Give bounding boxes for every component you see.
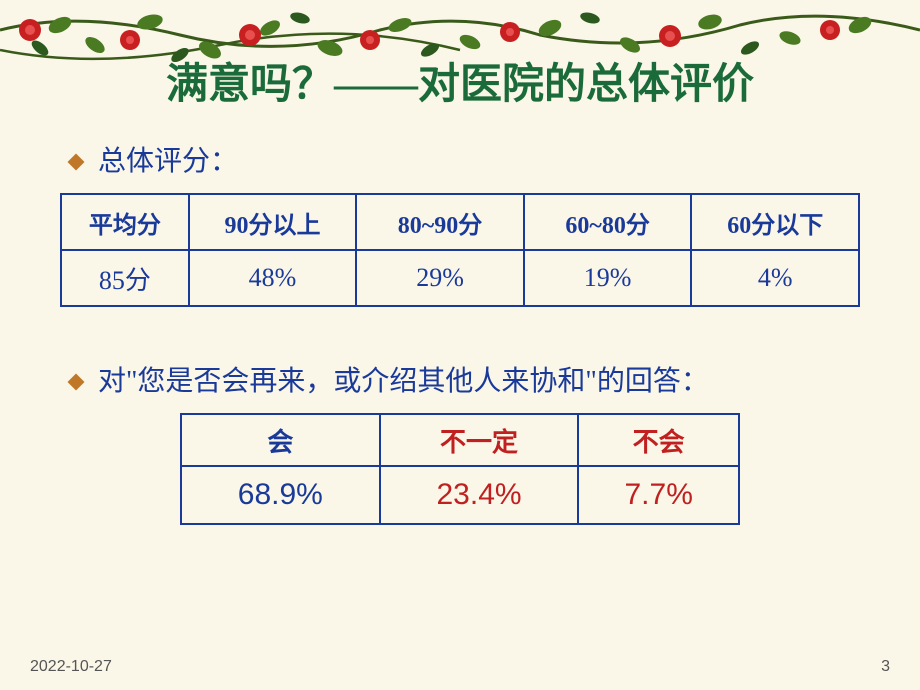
table-cell: 19% [524, 250, 692, 306]
section2-label: 对"您是否会再来，或介绍其他人来协和"的回答： [98, 359, 709, 399]
table-cell: 29% [356, 250, 524, 306]
table-cell: 85分 [61, 250, 189, 306]
table-cell: 48% [189, 250, 357, 306]
col-header: 90分以上 [189, 194, 357, 250]
col-header: 80~90分 [356, 194, 524, 250]
table-cell: 68.9% [181, 466, 380, 524]
section2-label-row: 对"您是否会再来，或介绍其他人来协和"的回答： [70, 359, 860, 399]
bullet-diamond-icon [68, 374, 85, 391]
col-header: 会 [181, 414, 380, 466]
footer-date: 2022-10-27 [30, 658, 112, 676]
table-cell: 7.7% [578, 466, 739, 524]
score-table: 平均分 90分以上 80~90分 60~80分 60分以下 85分 48% 29… [60, 193, 860, 307]
slide-title: 满意吗？——对医院的总体评价 [60, 50, 860, 111]
section1-label-row: 总体评分： [70, 139, 860, 179]
table-cell: 4% [691, 250, 859, 306]
slide-content: 满意吗？——对医院的总体评价 总体评分： 平均分 90分以上 80~90分 60… [0, 0, 920, 690]
col-header: 60~80分 [524, 194, 692, 250]
table-header-row: 会 不一定 不会 [181, 414, 739, 466]
col-header: 不一定 [380, 414, 579, 466]
col-header: 不会 [578, 414, 739, 466]
table-value-row: 85分 48% 29% 19% 4% [61, 250, 859, 306]
return-table: 会 不一定 不会 68.9% 23.4% 7.7% [180, 413, 740, 525]
col-header: 平均分 [61, 194, 189, 250]
col-header: 60分以下 [691, 194, 859, 250]
footer-page: 3 [881, 658, 890, 676]
bullet-diamond-icon [68, 154, 85, 171]
table-header-row: 平均分 90分以上 80~90分 60~80分 60分以下 [61, 194, 859, 250]
table-value-row: 68.9% 23.4% 7.7% [181, 466, 739, 524]
slide-footer: 2022-10-27 3 [30, 658, 890, 676]
section1-label: 总体评分： [98, 139, 238, 179]
table-cell: 23.4% [380, 466, 579, 524]
